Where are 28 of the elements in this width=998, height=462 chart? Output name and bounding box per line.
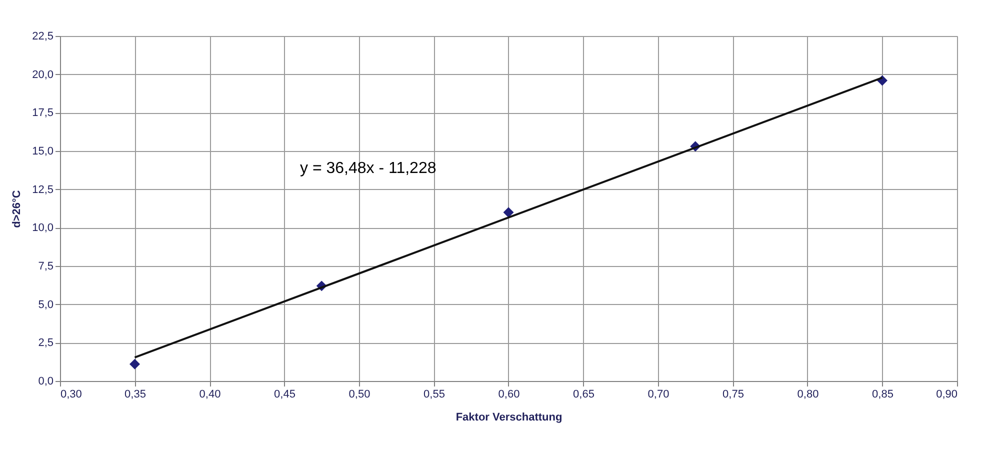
y-tick-label: 17,5 <box>32 107 54 120</box>
x-tick-label: 0,55 <box>424 388 445 400</box>
x-tick-label: 0,40 <box>199 388 221 400</box>
y-axis-title: d>26°C <box>11 190 24 228</box>
y-tick-label: 10,0 <box>32 222 54 234</box>
x-tick-label: 0,45 <box>274 388 296 400</box>
x-tick-label: 0,65 <box>573 388 594 400</box>
x-tick-label: 0,35 <box>124 388 146 400</box>
annotation: y = 36,48x - 11,228 <box>300 160 436 177</box>
y-tick-label: 15,0 <box>32 146 54 158</box>
x-axis-title: Faktor Verschattung <box>456 412 562 424</box>
x-tick-label: 0,90 <box>936 388 958 400</box>
point <box>503 207 514 218</box>
x-tick-label: 0,80 <box>797 388 819 400</box>
point <box>130 358 140 370</box>
x-tick-label: 0,60 <box>498 388 520 400</box>
x-tick-label: 0,70 <box>648 388 670 400</box>
y-tick-label: 0,0 <box>38 376 54 388</box>
y-tick-label: 20,0 <box>32 68 54 81</box>
x-tick-label: 0,85 <box>872 388 894 400</box>
y-tick-label: 12,5 <box>32 184 54 196</box>
y-tick-label: 7,5 <box>38 260 54 272</box>
y-tick-label: 22,5 <box>32 30 54 42</box>
x-tick-label: 0,30 <box>60 388 82 400</box>
x-tick-label: 0,50 <box>348 388 370 400</box>
y-tick-label: 5,0 <box>38 298 54 311</box>
y-tick-label: 2,5 <box>38 337 54 350</box>
x-tick-label: 0,75 <box>722 388 744 400</box>
